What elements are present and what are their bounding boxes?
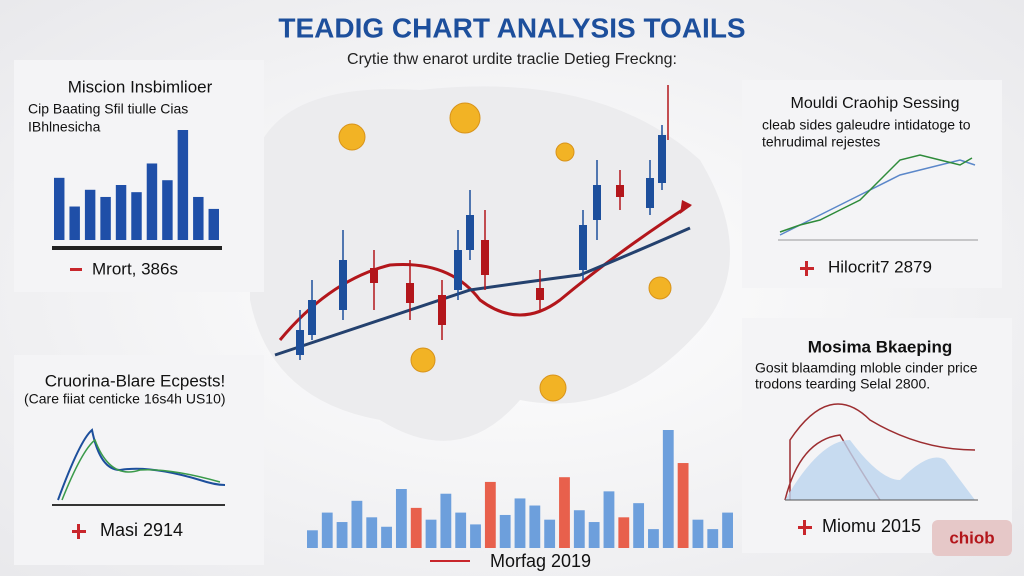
bar: [410, 507, 422, 548]
bar: [336, 522, 348, 548]
bar: [677, 463, 689, 548]
panel-text: IBhlnesicha: [28, 119, 101, 135]
panel: [14, 355, 264, 565]
bar: [84, 189, 96, 240]
bar: [633, 503, 645, 548]
bar: [514, 498, 526, 548]
bar: [440, 493, 452, 548]
coins: [338, 102, 672, 402]
panel-text: cleab sides galeudre intidatoge to: [762, 117, 971, 133]
bar: [499, 514, 511, 548]
panel: [742, 318, 1012, 553]
icons: [70, 261, 814, 562]
curve: [779, 159, 976, 236]
bar: [573, 510, 585, 548]
bar: [307, 530, 318, 548]
subtitle: Crytie thw enarot urdite traclie Detieg …: [347, 51, 677, 68]
bar: [100, 196, 111, 240]
bar: [351, 500, 363, 548]
bar: [455, 512, 467, 548]
bar: [115, 185, 127, 240]
bar: [544, 519, 556, 548]
bar: [559, 477, 570, 548]
bar: [618, 517, 630, 548]
trend-line: [274, 226, 691, 357]
bar: [131, 192, 142, 240]
panel-text: Cip Baating Sfil tiulle Cias: [28, 101, 188, 117]
bar: [588, 522, 600, 548]
panel-text: (Care fiiat centicke 16s4h US10): [24, 391, 226, 407]
logo: chiob: [949, 528, 994, 547]
bar: [162, 180, 173, 240]
bar: [381, 526, 392, 548]
bar: [707, 529, 719, 548]
bar: [177, 130, 189, 240]
panel-footer: Masi 2914: [100, 520, 183, 540]
bar: [484, 481, 496, 548]
caption: Morfag 2019: [490, 551, 591, 571]
bar: [321, 512, 333, 548]
panel-title: Mosima Bkaeping: [808, 337, 953, 356]
bar: [366, 517, 378, 548]
panel: [742, 80, 1002, 288]
panel-footer: Hilocrit7 2879: [828, 257, 932, 276]
bar: [193, 196, 204, 240]
bar: [54, 177, 65, 240]
bar: [648, 529, 659, 548]
bar: [662, 430, 674, 548]
bar: [208, 208, 219, 240]
curve: [779, 154, 973, 233]
bar: [395, 489, 407, 548]
panel-footer: Miomu 2015: [822, 516, 921, 536]
bar: [529, 505, 541, 548]
area: [785, 440, 975, 500]
title: TEADIG CHART ANALYSIS TOAILS: [278, 12, 745, 43]
panel-title: Mouldi Craohip Sessing: [791, 95, 960, 112]
candlesticks: [296, 85, 669, 360]
bar: [603, 491, 615, 548]
arrow: [680, 200, 692, 214]
panel-footer: Mrort, 386s: [92, 259, 178, 278]
panel-text: tehrudimal rejestes: [762, 134, 880, 150]
panel-text: Gosit blaamding mloble cinder price: [755, 360, 978, 376]
bar: [69, 206, 80, 240]
bar: [722, 512, 733, 548]
bar: [146, 163, 158, 240]
panel-text: trodons tearding Selal 2800.: [755, 376, 930, 392]
panel-title: Miscion Insbimlioer: [68, 77, 213, 96]
bar: [470, 524, 481, 548]
bar: [692, 519, 704, 548]
panel: [14, 60, 264, 292]
bar: [425, 519, 437, 548]
curve: [61, 438, 221, 501]
logo-badge: [932, 520, 1012, 556]
panel-title: Cruorina-Blare Ecpests!: [45, 371, 225, 390]
cloud-backdrop: [250, 86, 730, 441]
